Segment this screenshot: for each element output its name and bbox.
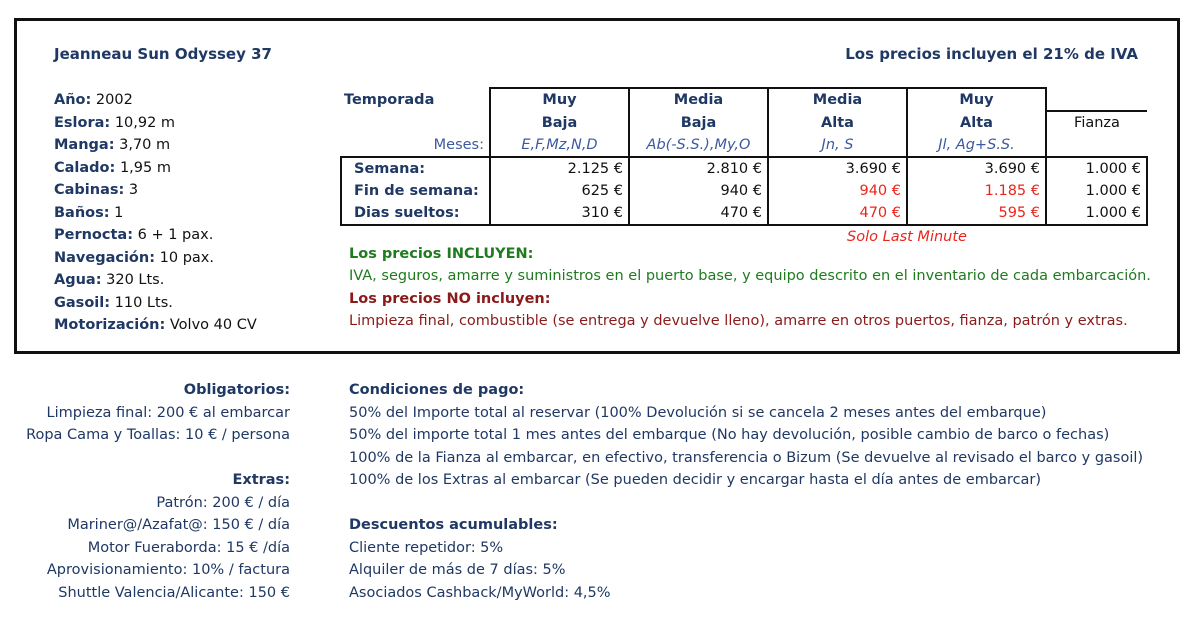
spec-row: Gasoil: 110 Lts. [54,294,173,311]
price-cell: 470 € [628,202,768,226]
price-cell-last-minute: 940 € [767,180,907,202]
price-cell: 2.810 € [628,156,768,180]
spec-row: Eslora: 10,92 m [54,114,176,131]
includes-title: Los precios INCLUYEN: [349,246,534,262]
season-header: Media [767,87,907,111]
season-header: Baja [489,111,629,134]
season-months: Ab(-S.S.),My,O [628,134,768,157]
price-table: Temporada Muy Media Media Muy Baja Baja … [340,87,1148,248]
season-months: Jl, Ag+S.S. [906,134,1047,157]
extras-title: Extras: [232,472,290,488]
price-cell-last-minute: 470 € [767,202,907,226]
fianza-label: Fianza [1046,110,1147,134]
spec-row: Agua: 320 Lts. [54,272,165,288]
price-cell-last-minute: 595 € [906,202,1047,226]
price-cell: 625 € [489,180,629,202]
descuento-item: Cliente repetidor: 5% [349,539,504,556]
spec-row: Navegación: 10 pax. [54,249,214,266]
price-row-semana: Semana: 2.125 € 2.810 € 3.690 € 3.690 € … [340,156,1148,180]
season-months: Jn, S [767,134,907,157]
obligatorios-title: Obligatorios: [183,382,290,398]
price-row-fin-de-semana: Fin de semana: 625 € 940 € 940 € 1.185 €… [340,180,1148,202]
row-label: Semana: [340,156,490,180]
empty-cell [341,111,490,134]
condicion-item: 100% de la Fianza al embarcar, en efecti… [349,449,1144,466]
last-minute-note: Solo Last Minute [847,229,967,245]
season-months: E,F,Mz,N,D [489,134,629,157]
fianza-cell: 1.000 € [1046,202,1148,226]
price-cell: 940 € [628,180,768,202]
spec-row: Motorización: Volvo 40 CV [54,317,257,333]
price-cell: 2.125 € [489,156,629,180]
empty-cell [341,225,768,248]
season-header: Muy [906,87,1047,111]
excludes-title: Los precios NO incluyen: [349,291,551,307]
extra-item: Motor Fueraborda: 15 € /día [87,539,290,556]
conditions-column: Condiciones de pago: 50% del Importe tot… [349,379,1143,604]
includes-text: IVA, seguros, amarre y suministros en el… [349,268,1151,284]
extra-item: Patrón: 200 € / día [156,494,290,511]
season-header: Muy [489,87,629,111]
spec-row: Baños: 1 [54,204,124,221]
spec-row: Cabinas: 3 [54,182,139,198]
condicion-item: 100% de los Extras al embarcar (Se puede… [349,472,1042,488]
price-cell: 3.690 € [906,156,1047,180]
season-header: Media [628,87,768,111]
iva-note: Los precios incluyen el 21% de IVA [845,45,1138,63]
condiciones-title: Condiciones de pago: [349,382,525,398]
extra-item: Mariner@/Azafat@: 150 € / día [67,517,290,533]
excludes-text: Limpieza final, combustible (se entrega … [349,313,1128,329]
price-cell: 310 € [489,202,629,226]
spacer [349,492,1143,515]
price-cell-last-minute: 1.185 € [906,180,1047,202]
fianza-cell: 1.000 € [1046,156,1148,180]
descuento-item: Alquiler de más de 7 días: 5% [349,562,566,578]
spec-row: Pernocta: 6 + 1 pax. [54,227,214,243]
extra-item: Shuttle Valencia/Alicante: 150 € [58,584,290,601]
spec-row: Año: 2002 [54,92,133,108]
extras-column: Obligatorios: Limpieza final: 200 € al e… [26,379,290,604]
boat-name: Jeanneau Sun Odyssey 37 [54,45,272,63]
row-label: Fin de semana: [340,180,490,202]
price-sheet-frame [14,18,1180,354]
price-row-dias-sueltos: Dias sueltos: 310 € 470 € 470 € 595 € 1.… [340,202,1148,226]
condicion-item: 50% del importe total 1 mes antes del em… [349,427,1110,443]
extra-item: Aprovisionamiento: 10% / factura [46,562,290,578]
season-header: Alta [906,111,1047,134]
spec-row: Manga: 3,70 m [54,137,171,153]
empty-cell [1046,225,1147,248]
boat-specs: Año: 2002 Eslora: 10,92 m Manga: 3,70 m … [54,89,257,337]
price-cell: 3.690 € [767,156,907,180]
temporada-label: Temporada [344,91,435,108]
condicion-item: 50% del Importe total al reservar (100% … [349,404,1047,421]
season-header: Alta [767,111,907,134]
row-label: Dias sueltos: [340,202,490,226]
obligatorio-item: Ropa Cama y Toallas: 10 € / persona [26,427,290,443]
descuento-item: Asociados Cashback/MyWorld: 4,5% [349,584,611,601]
obligatorio-item: Limpieza final: 200 € al embarcar [46,404,290,421]
spec-row: Calado: 1,95 m [54,159,171,176]
season-header: Baja [628,111,768,134]
empty-cell [1046,134,1147,157]
empty-cell [1046,88,1147,111]
descuentos-title: Descuentos acumulables: [349,517,558,533]
spacer [26,447,290,470]
fianza-cell: 1.000 € [1046,180,1148,202]
meses-label: Meses: [433,137,484,153]
